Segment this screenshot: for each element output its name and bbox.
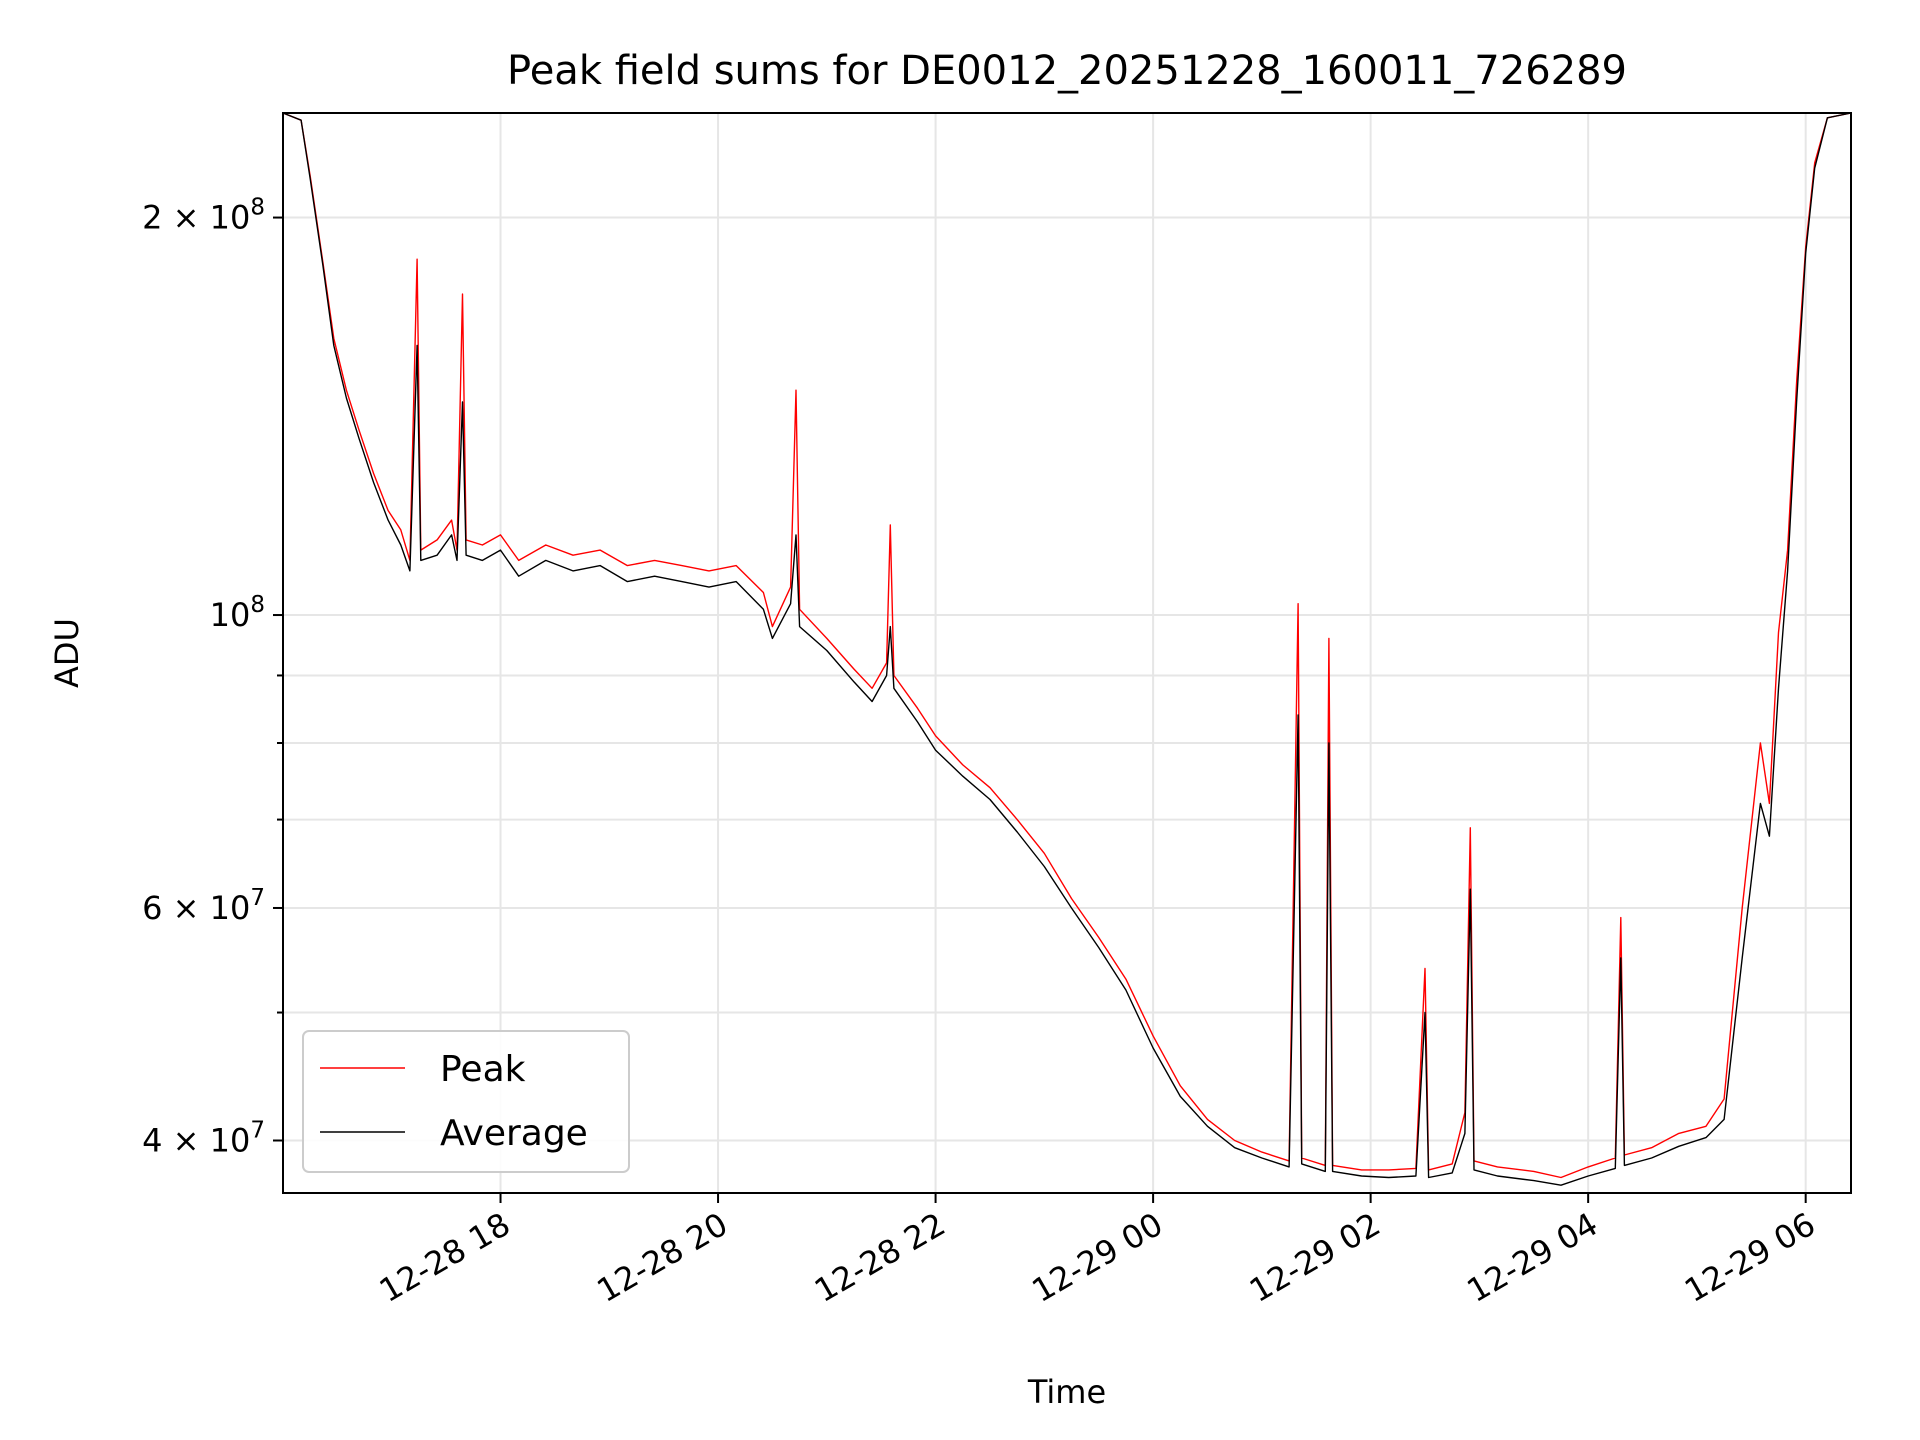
y-tick-label: 2 × 108	[142, 195, 265, 237]
legend: Peak Average	[302, 1030, 630, 1173]
y-tick-label: 4 × 107	[142, 1117, 265, 1159]
legend-box	[302, 1030, 630, 1173]
chart-title: Peak field sums for DE0012_20251228_1600…	[507, 48, 1627, 94]
series-layer	[282, 112, 1852, 1186]
y-tick-label: 6 × 107	[142, 885, 265, 927]
series-line-peak	[282, 112, 1852, 1179]
y-axis: 2 × 108 108 6 × 107 4 × 107	[142, 195, 283, 1159]
series-line-average	[282, 112, 1852, 1186]
legend-label-average: Average	[440, 1113, 588, 1154]
y-axis-label: ADU	[48, 618, 86, 688]
legend-label-peak: Peak	[440, 1049, 526, 1090]
y-tick-label: 108	[210, 592, 265, 634]
plot-frame	[282, 112, 1852, 1194]
x-axis-label: Time	[1027, 1373, 1106, 1411]
